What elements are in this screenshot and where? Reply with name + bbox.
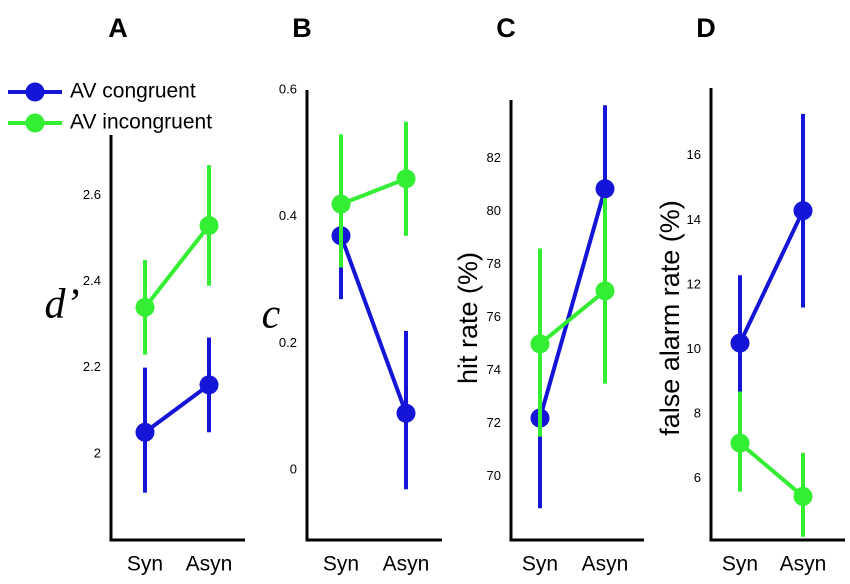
data-point (135, 422, 155, 442)
legend: AV congruent AV incongruent (8, 80, 212, 134)
series-incongruent (730, 391, 813, 537)
chart-panels: A 2 2.2 2.4 2.6 Syn Asyn d’ B 0 0.2 0.4 0.6 Syn Asyn c C… (45, 13, 845, 576)
y-tick-label: 8 (694, 406, 701, 421)
x-tick-label-asyn: Asyn (186, 553, 233, 576)
data-point (331, 194, 351, 214)
series-line (538, 188, 607, 419)
data-point (396, 403, 416, 423)
panel-d: D 6 8 10 12 14 16 Syn Asyn false alarm rate (%) (655, 13, 845, 576)
x-tick-label-syn: Syn (323, 553, 359, 576)
y-axis-label: c (262, 292, 281, 338)
panel-label-a: A (108, 13, 128, 43)
y-tick-label: 0.4 (279, 208, 297, 223)
y-tick-label: 2.6 (83, 187, 101, 202)
data-point (135, 297, 155, 317)
data-point (396, 169, 416, 189)
series-line (143, 383, 211, 434)
y-tick-label: 16 (687, 147, 701, 162)
data-point (199, 375, 219, 395)
y-axis-label: d’ (45, 282, 80, 328)
legend-item-incongruent: AV incongruent (8, 111, 212, 134)
series-incongruent (530, 198, 615, 437)
x-tick-label-syn: Syn (127, 553, 163, 576)
x-tick-label-syn: Syn (722, 553, 758, 576)
y-tick-label: 2.2 (83, 359, 101, 374)
data-point (793, 201, 813, 221)
y-tick-label: 70 (487, 468, 501, 483)
x-tick-label-asyn: Asyn (780, 553, 827, 576)
series-congruent (331, 226, 416, 490)
legend-swatch-marker (25, 113, 45, 133)
series-line (143, 224, 211, 309)
x-tick-label-asyn: Asyn (383, 553, 430, 576)
series-line (738, 209, 805, 344)
y-tick-label: 0.2 (279, 335, 297, 350)
data-point (793, 486, 813, 506)
y-tick-label: 72 (487, 415, 501, 430)
data-point (595, 179, 615, 199)
y-tick-label: 0.6 (279, 81, 297, 96)
series-congruent (135, 337, 219, 493)
y-tick-label: 76 (487, 309, 501, 324)
data-point (530, 334, 550, 354)
data-point (730, 333, 750, 353)
y-axis-label: false alarm rate (%) (655, 200, 685, 436)
legend-label: AV congruent (70, 80, 196, 103)
y-axis-label: hit rate (%) (453, 252, 483, 384)
panel-label-c: C (496, 13, 516, 43)
legend-label: AV incongruent (70, 111, 212, 134)
y-tick-label: 6 (694, 470, 701, 485)
series-line (339, 235, 408, 414)
panel-b: B 0 0.2 0.4 0.6 Syn Asyn c (262, 13, 442, 576)
series-congruent (530, 105, 615, 509)
y-tick-label: 74 (487, 362, 501, 377)
x-tick-label-asyn: Asyn (582, 553, 629, 576)
legend-item-congruent: AV congruent (8, 80, 196, 103)
panel-label-d: D (696, 13, 716, 43)
x-tick-label-syn: Syn (522, 553, 558, 576)
y-tick-label: 2 (94, 445, 101, 460)
panel-a: A 2 2.2 2.4 2.6 Syn Asyn d’ (45, 13, 245, 576)
series-line (738, 441, 805, 498)
data-point (199, 215, 219, 235)
data-point (730, 433, 750, 453)
y-tick-label: 2.4 (83, 273, 101, 288)
y-tick-label: 10 (687, 341, 701, 356)
series-line (538, 289, 607, 346)
y-tick-label: 80 (487, 203, 501, 218)
data-point (595, 281, 615, 301)
series-line (340, 176, 407, 206)
series-incongruent (135, 165, 219, 355)
y-tick-label: 0 (290, 462, 297, 477)
y-tick-label: 12 (687, 276, 701, 291)
series-congruent (730, 113, 813, 408)
y-tick-label: 78 (487, 256, 501, 271)
panel-c: C 70 72 74 76 78 80 82 Syn Asyn hit rate (%) (453, 13, 644, 576)
y-tick-label: 14 (687, 212, 701, 227)
panel-label-b: B (292, 13, 312, 43)
legend-swatch-marker (25, 82, 45, 102)
series-incongruent (331, 121, 416, 268)
y-tick-label: 82 (487, 150, 501, 165)
